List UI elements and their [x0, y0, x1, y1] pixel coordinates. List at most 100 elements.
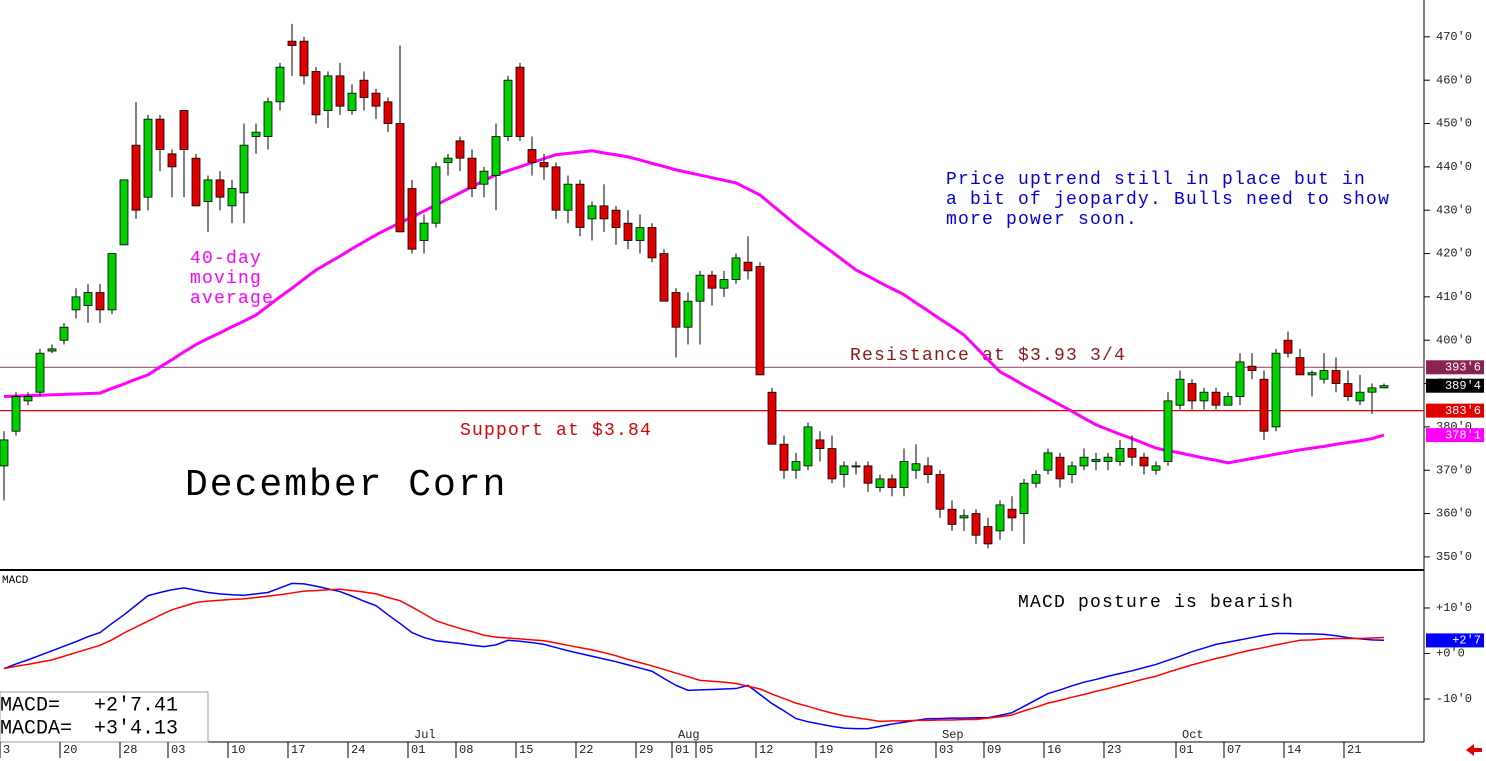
- candle-body: [1115, 448, 1125, 462]
- candle-body: [455, 140, 465, 159]
- y-tick-label: 420'0: [1436, 247, 1472, 261]
- ma-label: 40-day: [190, 249, 262, 269]
- candle-body: [395, 123, 405, 233]
- readout-name: MACDA=: [0, 717, 72, 740]
- candle-body: [875, 478, 885, 488]
- candle-body: [923, 465, 933, 475]
- candle-body: [551, 166, 561, 211]
- candle-body: [1139, 456, 1149, 467]
- x-tick-label: 29: [639, 743, 653, 757]
- candle-body: [131, 144, 141, 211]
- candle-body: [1067, 465, 1077, 475]
- candle-body: [563, 183, 573, 211]
- candle-body: [1091, 458, 1101, 462]
- x-tick-label: 03: [171, 743, 185, 757]
- x-tick-label: 07: [1227, 743, 1241, 757]
- candle-body: [707, 274, 717, 289]
- x-tick-label: 23: [1107, 743, 1121, 757]
- ma-label: moving: [190, 269, 262, 289]
- candle-body: [251, 131, 261, 137]
- scroll-arrow[interactable]: [1466, 744, 1482, 756]
- level-tag-label: 393'6: [1445, 360, 1481, 374]
- x-tick-label: 15: [519, 743, 533, 757]
- x-tick-label: 12: [759, 743, 773, 757]
- candle-body: [767, 391, 777, 445]
- candle-body: [683, 300, 693, 328]
- candle-body: [803, 426, 813, 467]
- last-price-tag-label: 389'4: [1445, 379, 1481, 393]
- candle-body: [899, 461, 909, 488]
- candle-body: [383, 101, 393, 124]
- candle-body: [59, 326, 69, 341]
- candle-body: [1343, 383, 1353, 397]
- x-tick-label: 14: [1287, 743, 1301, 757]
- candle-body: [443, 157, 453, 163]
- candle-body: [1199, 391, 1209, 402]
- y-tick-label: 370'0: [1436, 463, 1472, 477]
- level-tag-label: 383'6: [1445, 404, 1481, 418]
- candle-body: [719, 279, 729, 289]
- level-annotation: Resistance at $3.93 3/4: [850, 346, 1126, 366]
- candle-body: [1127, 448, 1137, 458]
- candle-body: [0, 439, 9, 467]
- y-tick-label: 350'0: [1436, 550, 1472, 564]
- candle-body: [323, 75, 333, 111]
- candle-body: [1043, 452, 1053, 471]
- candle-body: [347, 92, 357, 111]
- candle-body: [1211, 391, 1221, 406]
- candle-body: [83, 292, 93, 306]
- candle-body: [227, 188, 237, 207]
- candle-body: [71, 296, 81, 311]
- y-tick-label: 360'0: [1436, 507, 1472, 521]
- candle-body: [911, 463, 921, 471]
- note-line: a bit of jeopardy. Bulls need to show: [946, 190, 1390, 210]
- candle-body: [623, 222, 633, 241]
- candle-body: [731, 257, 741, 280]
- candle-body: [1271, 352, 1281, 428]
- candle-body: [755, 266, 765, 376]
- candle-body: [1379, 385, 1389, 389]
- candle-body: [95, 292, 105, 311]
- macd-readout-box: [0, 691, 209, 743]
- candle-body: [431, 166, 441, 224]
- candle-body: [143, 118, 153, 198]
- candle-body: [275, 66, 285, 103]
- candle-body: [467, 157, 477, 189]
- candle-body: [851, 465, 861, 468]
- candle-body: [1367, 387, 1377, 393]
- ma-tag: [1426, 428, 1484, 443]
- candle-body: [311, 71, 321, 116]
- macd-line: [3, 582, 1385, 730]
- x-tick-label: 3: [3, 743, 10, 757]
- candle-body: [359, 79, 369, 98]
- ma-tag-label: 378'1: [1445, 428, 1481, 442]
- level-tag: [1426, 403, 1484, 418]
- candle-body: [527, 149, 537, 163]
- y-tick-label: 460'0: [1436, 73, 1472, 87]
- candle-body: [47, 348, 57, 352]
- note-line: Price uptrend still in place but in: [946, 170, 1366, 190]
- candle-body: [863, 465, 873, 484]
- candle-body: [419, 222, 429, 241]
- note-line: more power soon.: [946, 210, 1138, 230]
- candle-body: [1283, 339, 1293, 354]
- x-tick-label: 16: [1047, 743, 1061, 757]
- candle-body: [371, 92, 381, 107]
- candle-body: [1019, 482, 1029, 514]
- level-tag: [1426, 360, 1484, 375]
- candle-body: [1247, 365, 1257, 371]
- readout-value: +3'4.13: [94, 717, 178, 740]
- candle-body: [743, 261, 753, 272]
- readout-name: MACD=: [0, 694, 60, 717]
- y-tick-label: +10'0: [1436, 601, 1472, 615]
- candle-body: [215, 179, 225, 198]
- candle-body: [575, 183, 585, 228]
- x-tick-label: 17: [291, 743, 305, 757]
- macd-title: MACD: [2, 575, 29, 587]
- candle-body: [479, 170, 489, 185]
- y-tick-label: 430'0: [1436, 203, 1472, 217]
- candle-body: [815, 439, 825, 449]
- candle-body: [1031, 474, 1041, 484]
- macd-tag-label: +2'7: [1452, 634, 1481, 648]
- month-label: Jul: [414, 728, 436, 742]
